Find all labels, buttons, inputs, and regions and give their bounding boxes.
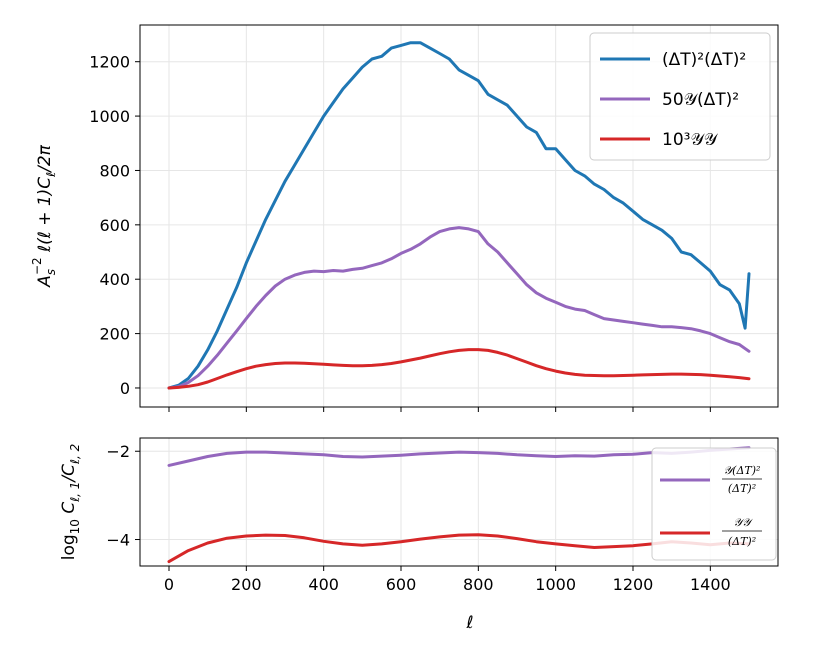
top-series-line-0 <box>167 41 751 390</box>
top-series-line-1 <box>167 226 751 390</box>
top-legend: (ΔT)²(ΔT)² 50𝒴(ΔT)² 10³𝒴𝒴 <box>589 32 771 161</box>
bottom-legend: 𝒴(ΔT)² (ΔT)² 𝒴𝒴 (ΔT)² <box>651 447 777 561</box>
legend-den-yy: (ΔT)² <box>728 535 756 548</box>
legend-label-yy: 10³𝒴𝒴 <box>662 130 719 150</box>
top-y-tick-label: 200 <box>99 325 130 344</box>
top-axes-frame <box>139 24 779 408</box>
x-tick-label: 800 <box>463 575 494 594</box>
legend-den-yt: (ΔT)² <box>728 482 756 495</box>
x-tick-label: 1000 <box>535 575 576 594</box>
legend-label-tt: (ΔT)²(ΔT)² <box>662 50 746 70</box>
legend-label-yt: 50𝒴(ΔT)² <box>662 90 739 110</box>
top-panel: 0 200 400 600 800 1000 1200 As−2 ℓ(ℓ + 1)Cℓ/2π… <box>30 24 779 412</box>
bottom-y-tick-label: −2 <box>106 442 130 461</box>
x-tick-label: 200 <box>231 575 262 594</box>
bottom-ticks: 0 200 400 600 800 1000 1200 1400 −4 −2 <box>106 442 730 594</box>
legend-num-yy: 𝒴𝒴 <box>733 516 754 529</box>
top-ticks: 0 200 400 600 800 1000 1200 <box>89 53 711 412</box>
x-tick-label: 600 <box>386 575 417 594</box>
top-lines <box>167 41 751 390</box>
bottom-y-tick-label: −4 <box>106 531 130 550</box>
bottom-axes-frame <box>139 437 779 567</box>
x-tick-label: 1400 <box>690 575 731 594</box>
bottom-panel: 0 200 400 600 800 1000 1200 1400 −4 −2 log10 Cℓ, … <box>59 437 779 633</box>
top-y-tick-label: 600 <box>99 216 130 235</box>
top-y-tick-label: 800 <box>99 161 130 180</box>
x-tick-label: 400 <box>308 575 339 594</box>
bottom-y-axis-label: log10 Cℓ, 1/Cℓ, 2 <box>59 444 82 561</box>
top-y-tick-label: 400 <box>99 270 130 289</box>
top-y-tick-label: 1200 <box>89 53 130 72</box>
top-y-tick-label: 0 <box>120 379 130 398</box>
top-y-tick-label: 1000 <box>89 107 130 126</box>
x-tick-label: 0 <box>164 575 174 594</box>
legend-num-yt: 𝒴(ΔT)² <box>724 464 761 477</box>
x-axis-label: ℓ <box>465 613 473 633</box>
x-tick-label: 1200 <box>613 575 654 594</box>
top-y-axis-label: As−2 ℓ(ℓ + 1)Cℓ/2π <box>30 144 58 288</box>
top-series-line-2 <box>167 348 751 390</box>
